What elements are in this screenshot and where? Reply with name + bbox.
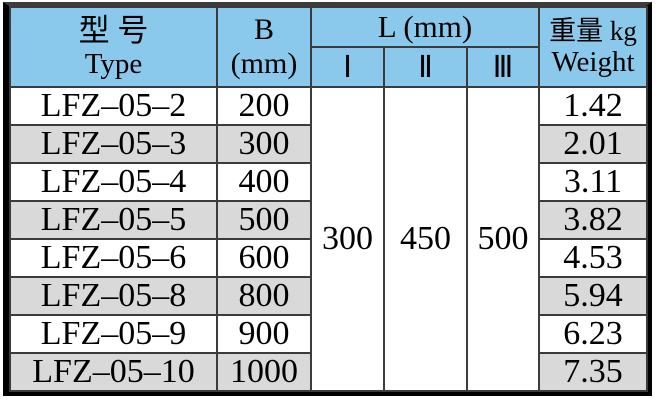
header-l-sub-3: Ⅲ [466,46,540,88]
b-cell: 600 [216,238,312,278]
b-cell: 300 [216,124,312,164]
weight-cell: 5.94 [538,276,648,316]
weight-cell: 4.53 [538,238,648,278]
table-row: LFZ–05–9 900 6.23 [9,314,648,354]
b-cell: 500 [216,200,312,240]
header-type: 型 号 Type [9,6,218,88]
table-row: LFZ–05–6 600 4.53 [9,238,648,278]
b-cell: 1000 [216,352,312,392]
table-row: LFZ–05–8 800 5.94 [9,276,648,316]
model-cell: LFZ–05–4 [9,162,218,202]
header-weight: 重量 kg Weight [538,6,648,88]
spec-table-frame: 型 号 Type B (mm) L (mm) 重量 kg Weight Ⅰ Ⅱ … [3,2,652,396]
table-row: LFZ–05–5 500 3.82 [9,200,648,240]
l2-merged-cell: 450 [383,86,468,392]
table-row: LFZ–05–2 200 300 450 500 1.42 [9,86,648,392]
weight-cell: 6.23 [538,314,648,354]
b-cell: 400 [216,162,312,202]
header-b: B (mm) [216,6,312,88]
b-cell: 900 [216,314,312,354]
table-row: LFZ–05–10 1000 7.35 [9,352,648,392]
model-cell: LFZ–05–2 [9,86,218,126]
model-cell: LFZ–05–10 [9,352,218,392]
header-weight-en: Weight [551,46,635,79]
l1-merged-cell: 300 [310,86,385,392]
header-b-unit: (mm) [230,47,298,80]
table-body: LFZ–05–2 200 300 450 500 1.42 LFZ–05–3 3… [9,86,648,392]
model-cell: LFZ–05–3 [9,124,218,164]
header-type-en: Type [84,47,143,80]
b-cell: 800 [216,276,312,316]
header-type-zh: 型 号 [78,13,149,49]
weight-cell: 3.11 [538,162,648,202]
table-header: 型 号 Type B (mm) L (mm) 重量 kg Weight Ⅰ Ⅱ … [9,6,648,88]
header-b-symbol: B [253,12,274,46]
model-cell: LFZ–05–8 [9,276,218,316]
model-cell: LFZ–05–9 [9,314,218,354]
weight-cell: 7.35 [538,352,648,392]
header-l-sub-2: Ⅱ [383,46,468,88]
l3-merged-cell: 500 [466,86,540,392]
weight-cell: 2.01 [538,124,648,164]
header-l-sub-1: Ⅰ [310,46,385,88]
weight-cell: 1.42 [538,86,648,126]
table-row: LFZ–05–3 300 2.01 [9,124,648,164]
table-row: LFZ–05–4 400 3.11 [9,162,648,202]
weight-cell: 3.82 [538,200,648,240]
model-cell: LFZ–05–6 [9,238,218,278]
header-weight-zh: 重量 kg [549,16,637,47]
header-l: L (mm) [310,6,540,48]
model-cell: LFZ–05–5 [9,200,218,240]
b-cell: 200 [216,86,312,126]
spec-table: 型 号 Type B (mm) L (mm) 重量 kg Weight Ⅰ Ⅱ … [9,6,648,392]
